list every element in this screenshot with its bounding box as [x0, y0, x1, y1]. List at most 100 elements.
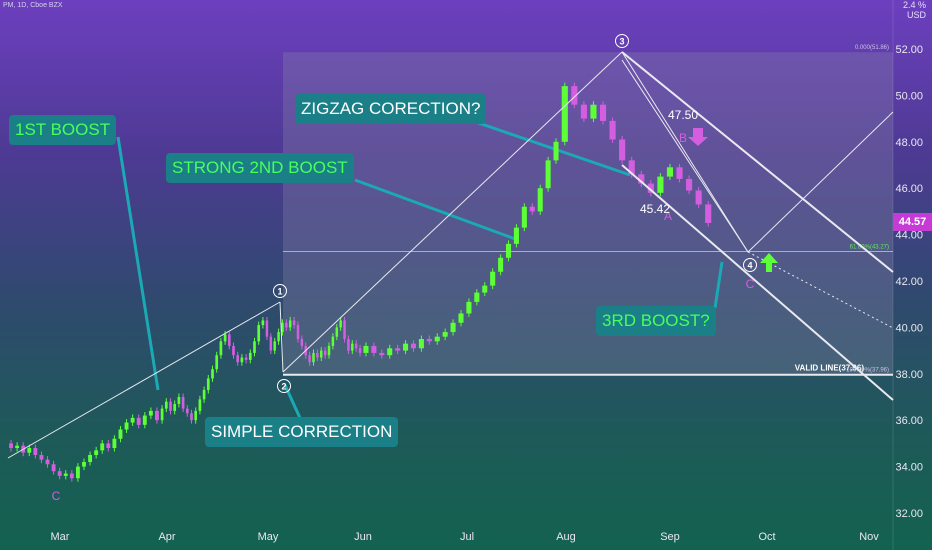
- candle-body: [638, 174, 645, 184]
- candle-body: [387, 348, 393, 356]
- candle-body: [124, 422, 129, 430]
- candle-body: [323, 350, 327, 356]
- candle-body: [244, 357, 248, 360]
- candle-body: [281, 322, 284, 333]
- candle-body: [371, 345, 377, 353]
- candle-body: [695, 190, 702, 205]
- candle-body: [609, 120, 616, 140]
- candle-body: [505, 243, 512, 258]
- candle-body: [458, 313, 464, 323]
- x-tick-label: Sep: [660, 531, 680, 543]
- candle-body: [676, 167, 683, 179]
- candle-body: [331, 336, 335, 346]
- candle-body: [545, 160, 551, 189]
- abc-label: C: [52, 489, 61, 503]
- candle-body: [308, 355, 311, 363]
- unit-label: 2.4 % USD: [903, 0, 926, 20]
- candle-body: [403, 343, 409, 351]
- candle-body: [94, 450, 99, 455]
- candle-body: [181, 397, 185, 409]
- unit-top: 2.4 %: [902, 0, 926, 10]
- candle-body: [277, 332, 280, 342]
- candle-body: [88, 455, 93, 462]
- y-tick-label: 32.00: [895, 508, 923, 520]
- candle-body: [63, 473, 68, 476]
- candle-body: [206, 378, 210, 391]
- candle-body: [474, 292, 480, 302]
- wave-label-circle: [615, 34, 629, 48]
- fib-100-label: 100.00%(37.96): [846, 368, 889, 374]
- y-tick-label: 40.00: [895, 322, 923, 334]
- candle-body: [215, 355, 219, 370]
- candle-body: [9, 443, 13, 449]
- candle-body: [69, 473, 74, 479]
- y-tick-label: 52.00: [895, 44, 923, 56]
- y-tick-label: 36.00: [895, 415, 923, 427]
- candle-body: [198, 399, 202, 411]
- wave-label: 4: [747, 261, 752, 271]
- callout-pointer: [354, 178, 519, 242]
- candle-body: [686, 178, 693, 191]
- candle-body: [354, 343, 358, 349]
- candle-body: [173, 403, 177, 411]
- candle-body: [320, 350, 323, 358]
- candle-body: [185, 408, 189, 414]
- candle-body: [347, 339, 350, 351]
- x-tick-label: Nov: [859, 531, 879, 543]
- candle-body: [211, 369, 214, 379]
- candle-body: [395, 348, 401, 351]
- y-tick-label: 50.00: [895, 90, 923, 102]
- candle-body: [39, 455, 44, 460]
- wave-label: 3: [619, 37, 624, 47]
- candle-body: [339, 320, 342, 328]
- candle-body: [33, 448, 38, 455]
- candle-body: [51, 464, 56, 472]
- candle-body: [327, 345, 331, 356]
- callout-pointer: [283, 384, 302, 419]
- last-price-badge: 44.57: [893, 213, 932, 231]
- candle-body: [553, 141, 559, 161]
- candle-body: [442, 332, 448, 337]
- candle-body: [571, 86, 578, 105]
- y-tick-label: 44.00: [895, 230, 923, 242]
- candle-body: [537, 188, 543, 212]
- candle-body: [142, 415, 147, 425]
- trendline-boost-1: [7, 301, 281, 459]
- candle-body: [253, 341, 256, 353]
- value-label-a: 45.42: [640, 202, 670, 216]
- candle-body: [450, 322, 456, 333]
- symbol-label: PM, 1D, Cboe BZX: [3, 2, 63, 9]
- candle-body: [498, 257, 504, 272]
- candle-body: [106, 443, 111, 449]
- candle-body: [657, 176, 664, 193]
- candle-body: [296, 325, 300, 339]
- candle-body: [202, 390, 206, 400]
- candle-body: [619, 139, 626, 161]
- channel-lower: [621, 164, 894, 401]
- candle-body: [590, 104, 597, 119]
- wave-label: 1: [277, 287, 282, 297]
- candle-body: [410, 343, 417, 349]
- candle-body: [513, 227, 519, 244]
- candle-body: [100, 443, 105, 451]
- candle-body: [118, 429, 123, 439]
- candle-body: [335, 327, 339, 337]
- candle-body: [292, 320, 296, 326]
- candle-body: [490, 271, 496, 286]
- candle-body: [561, 86, 568, 142]
- wave-label-circle: [277, 379, 291, 393]
- y-tick-label: 38.00: [895, 369, 923, 381]
- candle-body: [273, 341, 276, 351]
- candle-body: [363, 345, 369, 353]
- x-tick-label: Aug: [556, 531, 576, 543]
- candle-body: [285, 322, 288, 328]
- callout-pointer: [469, 118, 631, 177]
- candle-body: [15, 445, 20, 449]
- channel-upper: [621, 51, 894, 273]
- candle-body: [316, 352, 319, 358]
- x-tick-label: Apr: [158, 531, 175, 543]
- valid-line-label: VALID LINE(37.96): [795, 364, 865, 373]
- trendline-boost-3: [747, 111, 894, 253]
